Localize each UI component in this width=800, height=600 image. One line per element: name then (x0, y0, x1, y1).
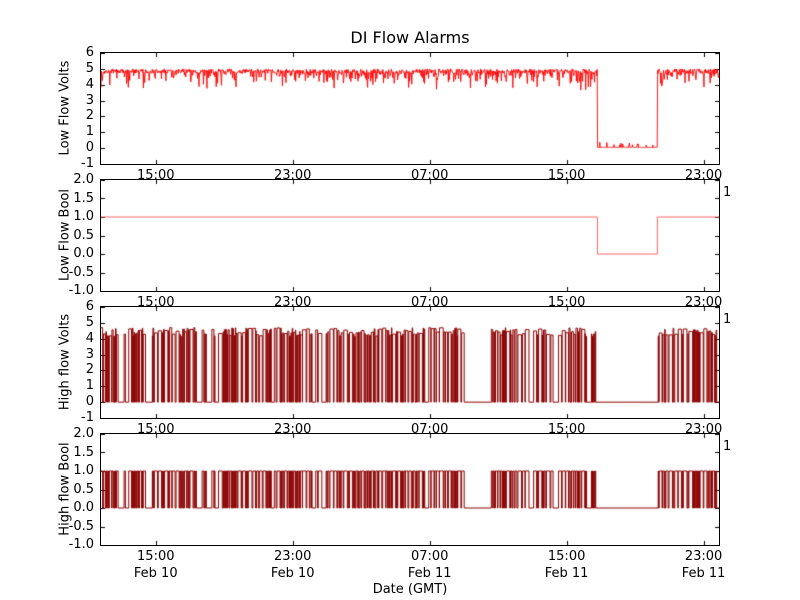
y-tick-label: 4 (85, 330, 94, 346)
right-label-subplot-1: 1 (723, 185, 732, 200)
y-tick-label: -0.5 (68, 518, 94, 534)
y-tick-label: 5 (85, 314, 94, 330)
y-tick-label: 2 (85, 362, 94, 378)
x-tick-label: 23:00 (684, 168, 723, 183)
x-tick-label: 15:00 (547, 168, 586, 183)
plot-canvas-3 (101, 434, 719, 545)
y-tick-label: 0 (85, 140, 94, 156)
y-tick-label: -1.0 (68, 537, 94, 552)
y-tick-label: -1 (81, 410, 94, 425)
right-label-subplot-2: 1 (723, 312, 732, 327)
y-tick-label: 2.0 (73, 172, 94, 187)
y-tick-label: -1.0 (68, 283, 94, 298)
y-tick-label: 1.0 (73, 463, 94, 478)
y-tick-label: 6 (85, 299, 94, 314)
y-tick-label: 0 (85, 394, 94, 410)
x-tick-label: 23:00 (273, 422, 312, 437)
x-tick-label: 15:00 (137, 549, 175, 564)
x-axis-label: Date (GMT) (372, 582, 448, 597)
plot-canvas-0 (101, 53, 719, 164)
y-tick-label: 0.0 (73, 246, 94, 261)
y-tick-label: 2.0 (73, 426, 94, 441)
x-tick-label: 15:00 (137, 295, 175, 310)
subplot-high-flow-bool (100, 433, 720, 546)
y-tick-label: 0.5 (73, 481, 94, 497)
chart-title: DI Flow Alarms (350, 28, 470, 47)
x-tick-label: 07:00 (410, 168, 449, 183)
x-tick-label: 15:00 (137, 168, 175, 183)
subplot-low-flow-volts (100, 52, 720, 165)
x-tick-label: 23:00 (684, 295, 723, 310)
y-tick-label: 0.5 (73, 227, 94, 243)
subplot-high-flow-volts (100, 306, 720, 419)
x-tick-label: 23:00 (273, 549, 312, 564)
x-tick-label: 23:00 (684, 549, 723, 564)
x-date-label: Feb 10 (270, 566, 315, 581)
x-date-label: Feb 10 (133, 566, 178, 581)
plot-canvas-1 (101, 180, 719, 291)
y-tick-label: 1 (85, 124, 94, 140)
x-date-label: Feb 11 (407, 566, 452, 581)
x-tick-label: 15:00 (547, 422, 586, 437)
y-tick-label: 6 (85, 45, 94, 60)
x-tick-label: 15:00 (547, 549, 586, 564)
y-tick-label: 1 (85, 378, 94, 394)
y-tick-label: 3 (85, 346, 94, 362)
x-tick-label: 23:00 (684, 422, 723, 437)
plot-canvas-2 (101, 307, 719, 418)
y-tick-label: 1.0 (73, 209, 94, 224)
x-date-label: Feb 11 (544, 566, 589, 581)
y-tick-label: 1.5 (73, 190, 94, 206)
x-date-label: Feb 11 (681, 566, 726, 581)
x-tick-label: 23:00 (273, 168, 312, 183)
y-tick-label: 4 (85, 76, 94, 92)
y-tick-label: -0.5 (68, 264, 94, 280)
right-label-subplot-3: 1 (723, 439, 732, 454)
x-tick-label: 07:00 (410, 295, 449, 310)
y-tick-label: 1.5 (73, 444, 94, 460)
x-tick-label: 07:00 (410, 549, 449, 564)
y-tick-label: -1 (81, 156, 94, 171)
x-tick-label: 07:00 (410, 422, 449, 437)
subplot-low-flow-bool (100, 179, 720, 292)
y-tick-label: 0.0 (73, 500, 94, 515)
y-tick-label: 5 (85, 60, 94, 76)
x-tick-label: 15:00 (137, 422, 175, 437)
y-tick-label: 3 (85, 92, 94, 108)
y-tick-label: 2 (85, 108, 94, 124)
x-tick-label: 15:00 (547, 295, 586, 310)
x-tick-label: 23:00 (273, 295, 312, 310)
